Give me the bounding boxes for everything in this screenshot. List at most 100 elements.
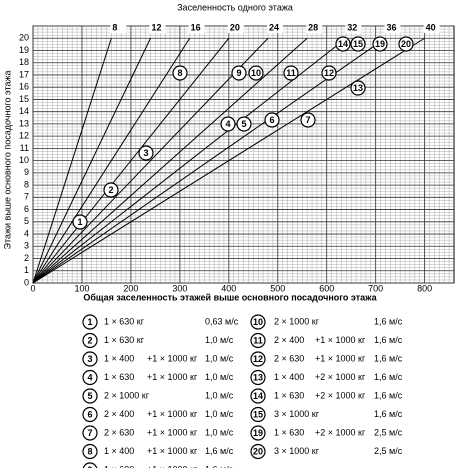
fan-line — [32, 37, 269, 284]
legend-speed: 1,6 м/с — [374, 372, 403, 382]
legend-config: 2 × 630 — [274, 353, 304, 363]
legend-marker — [250, 351, 266, 367]
zone-marker — [103, 182, 119, 198]
x-tick-label: 100 — [74, 283, 89, 293]
legend-marker — [82, 314, 98, 330]
y-tick-label: 8 — [24, 179, 29, 189]
zone-number: 8 — [177, 68, 182, 78]
y-tick-label: 12 — [19, 131, 29, 141]
legend-config-extra: +1 × 1000 кг — [147, 446, 198, 456]
legend-config: 3 × 1000 кг — [274, 446, 320, 456]
top-tick-label: 32 — [347, 22, 357, 32]
legend-speed: 1,6 м/с — [374, 353, 403, 363]
legend-config-extra: +1 × 1000 кг — [147, 427, 198, 437]
zone-number: 19 — [375, 39, 385, 49]
legend-config: 2 × 1000 кг — [104, 390, 150, 400]
top-tick-label: 12 — [151, 22, 161, 32]
zone-marker — [398, 36, 414, 52]
fan-line — [32, 38, 112, 284]
legend-config: 1 × 630 — [274, 427, 304, 437]
top-tick-label: 28 — [308, 22, 318, 32]
legend-marker — [250, 406, 266, 423]
zone-number: 2 — [108, 185, 113, 195]
legend-speed: 1,0 м/с — [205, 353, 234, 363]
chart-title: Заселенность одного этажа — [177, 2, 293, 12]
zone-number: 14 — [338, 39, 348, 49]
legend-speed: 1,6 м/с — [205, 446, 234, 456]
legend-number: 10 — [253, 317, 263, 327]
zone-number: 6 — [269, 115, 274, 125]
top-label-bg — [423, 21, 440, 33]
legend-marker — [82, 388, 98, 404]
y-tick-label: 18 — [19, 57, 29, 67]
x-tick-label: 800 — [417, 283, 432, 293]
y-tick-label: 11 — [20, 143, 29, 153]
legend-speed: 1,6 м/с — [374, 409, 403, 419]
x-tick-label: 400 — [221, 283, 236, 293]
zone-marker — [231, 65, 247, 81]
top-tick-label: 16 — [191, 22, 201, 32]
legend-config-extra: +2 × 1000 кг — [315, 390, 366, 400]
legend-config: 1 × 630 кг — [104, 335, 145, 345]
fan-line — [32, 38, 151, 284]
legend-number: 1 — [87, 317, 92, 327]
y-tick-label: 1 — [24, 265, 29, 275]
y-tick-label: 16 — [19, 82, 29, 92]
legend-marker — [250, 388, 266, 404]
legend-number: 11 — [253, 335, 263, 345]
fan-line — [32, 37, 191, 284]
zone-marker — [300, 112, 316, 128]
y-tick-label: 15 — [19, 94, 29, 104]
zone-number: 7 — [305, 115, 310, 125]
legend-number: 8 — [87, 446, 92, 456]
legend-speed: 0,63 м/с — [205, 316, 239, 326]
y-tick-label: 7 — [24, 192, 29, 202]
legend-speed: 2,5 м/с — [374, 427, 403, 437]
legend-config: 2 × 630 — [104, 427, 134, 437]
legend-number: 7 — [87, 428, 92, 438]
x-tick-label: 600 — [319, 283, 334, 293]
x-tick-label: 300 — [172, 283, 187, 293]
legend-number: 20 — [253, 446, 263, 456]
legend-speed: 1,0 м/с — [205, 409, 234, 419]
x-axis-label: Общая заселенность этажей выше основного… — [83, 292, 377, 302]
legend-number: 14 — [253, 391, 263, 401]
zone-marker — [138, 145, 154, 161]
zone-number: 3 — [143, 148, 148, 158]
y-tick-label: 2 — [24, 253, 29, 263]
fan-line — [32, 37, 230, 284]
y-tick-label: 20 — [19, 33, 29, 43]
legend-marker — [82, 406, 98, 423]
fan-line — [32, 37, 308, 284]
legend-marker — [250, 314, 266, 330]
legend-speed: 1,6 м/с — [205, 464, 234, 468]
legend-number: 3 — [87, 354, 92, 364]
top-label-bg — [149, 21, 166, 33]
x-tick-label: 200 — [123, 283, 138, 293]
legend-config-extra: +2 × 1000 кг — [315, 427, 366, 437]
zone-number: 1 — [77, 217, 82, 227]
zone-marker — [372, 36, 388, 52]
top-label-bg — [110, 21, 127, 33]
legend-config: 2 × 1000 кг — [274, 316, 320, 326]
zone-number: 11 — [286, 68, 296, 78]
zone-number: 10 — [251, 68, 261, 78]
zone-number: 5 — [241, 119, 246, 129]
legend-number: 6 — [87, 409, 92, 419]
zone-marker — [350, 80, 366, 96]
legend-config: 1 × 400 — [104, 353, 134, 363]
zone-number: 4 — [225, 119, 230, 129]
legend-config-extra: +1 × 1000 кг — [315, 353, 366, 363]
zone-marker — [283, 65, 299, 81]
legend-config-extra: +1 × 1000 кг — [147, 372, 198, 382]
legend-config-extra: +1 × 1000 кг — [315, 335, 366, 345]
top-tick-label: 20 — [230, 22, 240, 32]
legend-config-extra: +1 × 1000 кг — [147, 409, 198, 419]
legend-marker — [82, 369, 98, 386]
x-tick-label: 700 — [368, 283, 383, 293]
zone-marker — [264, 112, 280, 128]
legend-config: 1 × 630 — [104, 464, 134, 468]
top-label-bg — [345, 21, 362, 33]
legend-speed: 1,0 м/с — [205, 335, 234, 345]
